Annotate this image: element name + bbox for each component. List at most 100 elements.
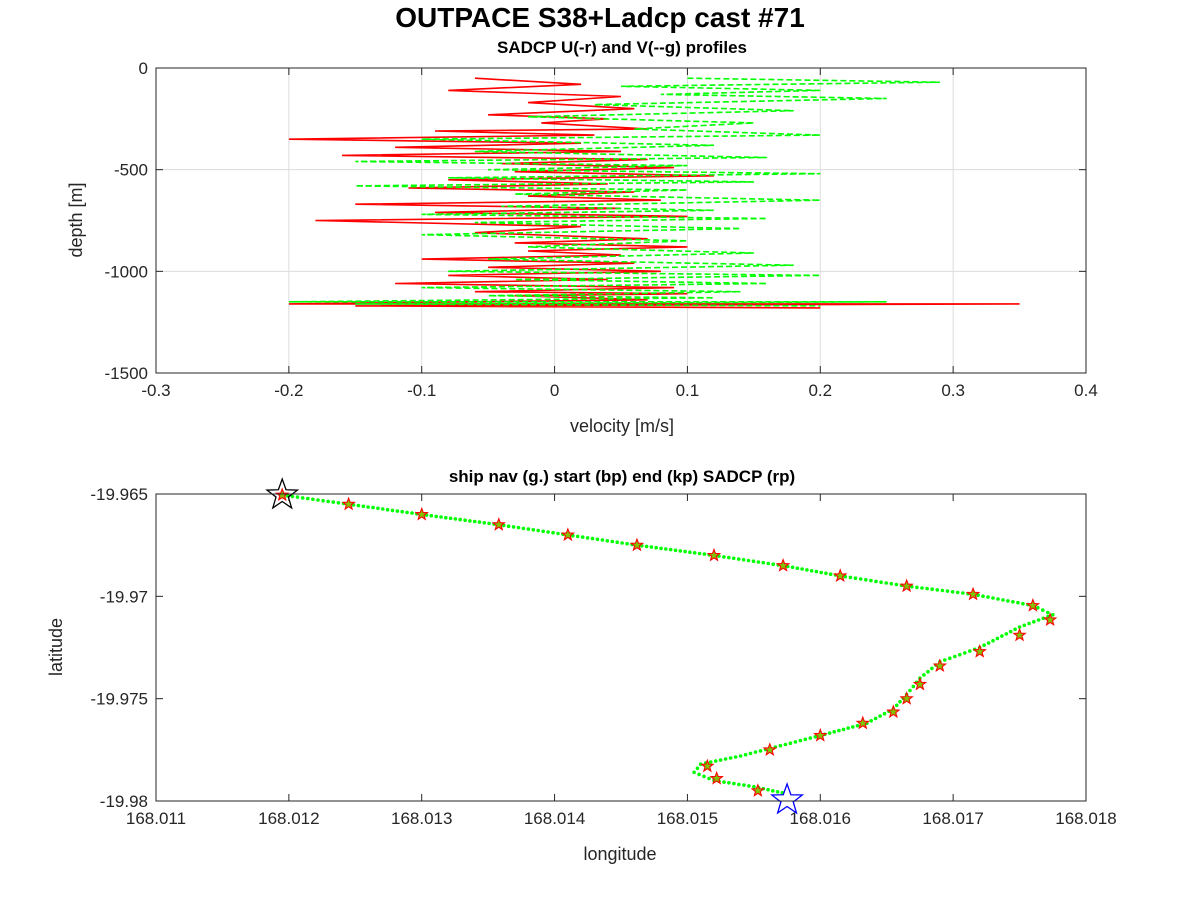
nav-track-point [879,580,883,584]
nav-track-point [771,789,775,793]
nav-x-tick-label: 168.012 [258,809,319,828]
nav-track-point [1011,600,1015,604]
nav-track-point [841,727,846,732]
nav-track-point [795,566,800,570]
nav-track-point [718,758,723,762]
nav-track-point [649,545,654,549]
nav-track-point [915,585,919,590]
nav-track-point [644,544,649,549]
nav-track-point [336,501,341,505]
nav-track-point [727,555,731,560]
sadcp-point [899,578,914,593]
latitude-axis-label: latitude [46,618,66,676]
start-star-marker [265,477,300,510]
depth-axis-label: depth [m] [66,182,86,257]
velocity-profile-title: SADCP U(-r) and V(--g) profiles [497,38,747,57]
nav-track-point [783,742,788,747]
velocity-x-tick-label: -0.3 [141,381,170,400]
nav-track-point [448,516,453,521]
nav-track-point [321,498,325,503]
nav-track-point [439,515,443,519]
nav-track-point [326,499,331,504]
sadcp-point [972,644,987,658]
nav-track-point [758,749,763,753]
nav-track-point [429,513,434,518]
sadcp-point [1025,597,1041,612]
nav-track-point [778,743,783,748]
nav-track-point [331,500,336,504]
nav-track-point [605,539,610,543]
velocity-x-tick-label: -0.1 [407,381,436,400]
nav-y-tick-label: -19.975 [90,690,148,709]
nav-track-point [790,565,795,570]
nav-track-point [702,774,706,779]
nav-track-point [819,570,823,575]
nav-track-point [444,515,448,520]
nav-track-point [463,518,467,522]
nav-y-tick-label: -19.965 [90,485,148,504]
nav-track-point [458,517,463,522]
nav-track-point [692,551,697,555]
nav-track-point [889,581,894,586]
velocity-axis-label: velocity [m/s] [570,416,674,436]
nav-track-point [695,766,700,771]
nav-track-point [697,551,702,556]
nav-track-point [664,547,668,551]
nav-track-point [986,641,991,645]
nav-track-point [943,658,947,662]
nav-track-point [590,536,595,541]
nav-track-point [991,638,995,643]
nav-axes-frame [155,493,1087,802]
nav-track-point [995,636,1000,641]
nav-track-point [585,536,590,540]
nav-track-point [1021,601,1025,606]
nav-track-point [837,728,841,733]
nav-track-point [855,723,860,728]
nav-track-point [908,688,912,693]
nav-track-point [556,531,560,536]
sadcp-point [750,783,766,797]
nav-track-point [487,521,491,526]
nav-track-point [376,506,380,511]
nav-track-point [731,556,736,561]
nav-track-point [761,560,766,565]
nav-track-point [986,595,990,599]
sadcp-point [414,506,429,521]
nav-track-point [1000,634,1004,638]
nav-track-point [1022,623,1027,628]
nav-track-point [793,740,798,744]
sadcp-point [855,715,871,730]
nav-track-point [832,730,836,734]
nav-track-point [707,776,711,781]
nav-track-point [575,534,580,539]
nav-track-point [713,759,718,763]
nav-track-point [898,699,902,704]
nav-track-point [1006,599,1010,603]
nav-track-point [930,666,934,671]
nav-track-point [482,521,487,525]
nav-track-point [743,752,748,757]
nav-track-point [922,673,926,677]
nav-track-point [400,509,405,514]
nav-track-point [894,582,899,587]
nav-track-point [472,519,477,524]
nav-track-point [991,596,995,600]
nav-track-point [805,568,809,572]
nav-x-tick-label: 168.018 [1055,809,1116,828]
velocity-y-tick-label: 0 [139,59,148,78]
nav-track-point [940,588,945,593]
nav-track-point [926,669,930,674]
nav-track-point [935,588,940,592]
nav-track-point [864,578,868,582]
nav-track-point [541,529,545,534]
sadcp-point [833,568,848,583]
nav-x-tick-label: 168.013 [391,809,452,828]
nav-track-point [920,586,924,590]
sadcp-point [912,676,928,691]
sadcp-point [886,704,901,719]
nav-track-point [290,494,295,499]
nav-track-point [813,735,818,739]
longitude-axis-label: longitude [583,844,656,864]
velocity-x-tick-label: 0 [550,381,559,400]
nav-track-point [738,754,743,758]
